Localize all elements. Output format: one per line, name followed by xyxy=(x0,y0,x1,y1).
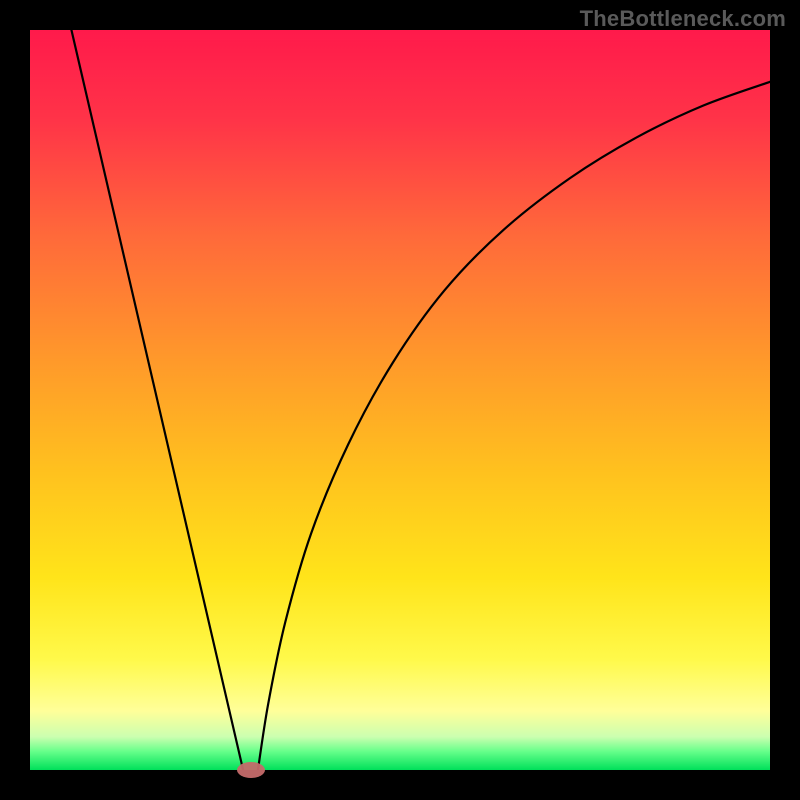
bottleneck-curve xyxy=(30,30,770,770)
vertex-marker xyxy=(237,762,265,778)
watermark-text: TheBottleneck.com xyxy=(580,6,786,32)
chart-plot-area xyxy=(30,30,770,770)
